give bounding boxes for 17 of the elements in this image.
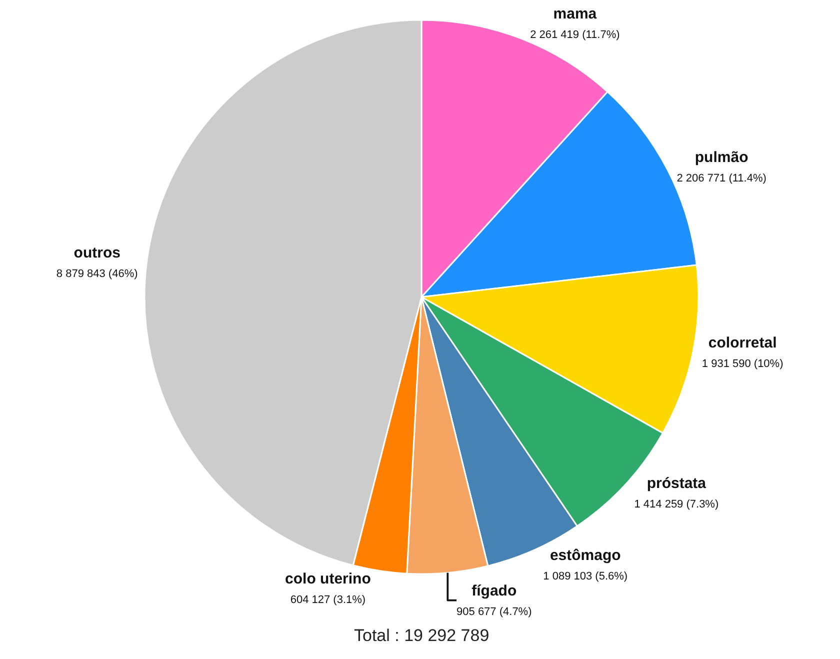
text: Total : 19 292 789 [354, 626, 490, 645]
data-label: 1 089 103 (5.6%) [543, 570, 628, 583]
slice-label: colorretal [708, 334, 777, 352]
data-label: 2 206 771 (11.4%) [676, 172, 766, 184]
data-label: 2 261 419 (11.7%) [530, 28, 620, 41]
slice-label: fígado [472, 582, 517, 600]
data-label: 604 127 (3.1%) [290, 594, 366, 606]
data-label: 1 931 590 (10%) [702, 358, 784, 370]
slice-label: outros [74, 244, 120, 262]
slice-label: próstata [646, 474, 707, 492]
slice-label: colo uterino [285, 570, 371, 588]
data-label: 8 879 843 (46%) [56, 268, 138, 280]
slice-label: pulmão [694, 148, 748, 166]
slice-label: mama [553, 5, 598, 22]
data-label: 905 677 (4.7%) [456, 606, 532, 618]
data-label: 1 414 259 (7.3%) [634, 498, 719, 510]
slice-label: estômago [550, 547, 621, 564]
